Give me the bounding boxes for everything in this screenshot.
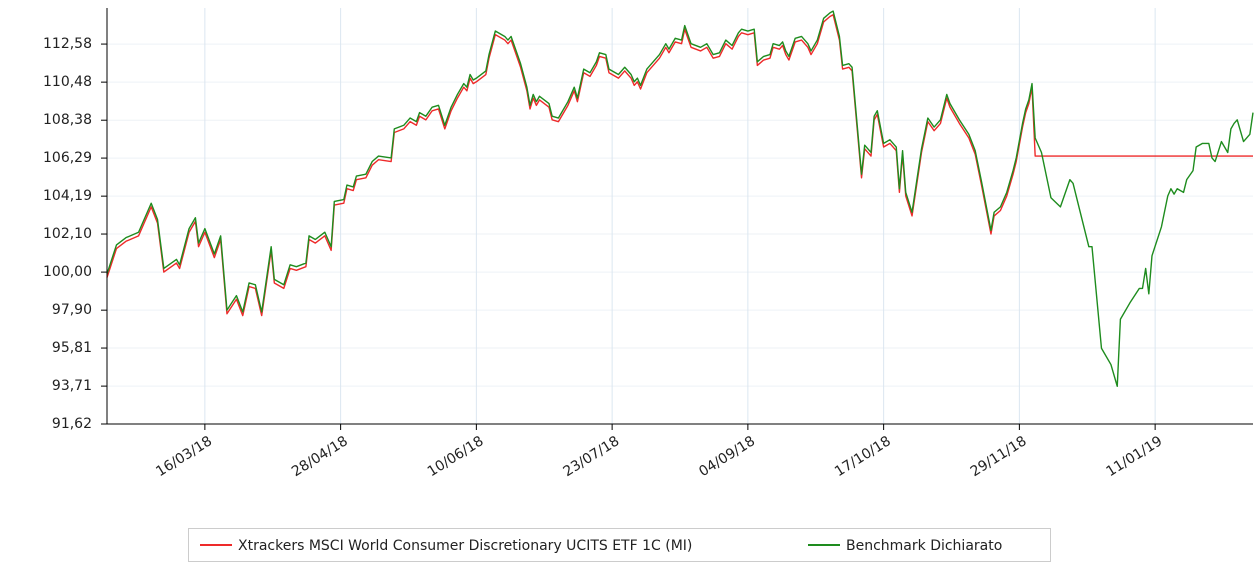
data-line: [106, 10, 1254, 387]
y-tick-label: 97,90: [52, 302, 92, 318]
axis-labels: 91,62 93,71 95,81 97,90 100,00 102,10 104,19 10…: [43, 36, 1165, 480]
x-tick-label: 10/06/18: [425, 433, 487, 480]
x-tick-label: 28/04/18: [289, 433, 351, 480]
x-tick-label: 29/11/18: [968, 433, 1030, 480]
y-tick-label: 108,38: [43, 112, 92, 128]
y-tick-label: 93,71: [52, 378, 92, 394]
y-tick-label: 95,81: [52, 340, 92, 356]
y-tick-label: 106,29: [43, 150, 92, 166]
y-tick-label: 91,62: [52, 416, 92, 432]
x-tick-label: 16/03/18: [153, 433, 215, 480]
y-tick-label: 102,10: [43, 226, 92, 242]
plot-area: [106, 10, 1254, 387]
legend-box: [188, 528, 1051, 562]
x-tick-label: 17/10/18: [832, 433, 894, 480]
x-tick-label: 04/09/18: [696, 433, 758, 480]
grid: [107, 8, 1253, 425]
y-tick-label: 100,00: [43, 264, 92, 280]
legend-label: Benchmark Dichiarato: [846, 538, 1002, 554]
data-line: [106, 14, 1253, 317]
y-tick-label: 112,58: [43, 36, 92, 52]
legend: Xtrackers MSCI World Consumer Discretion…: [188, 528, 1051, 562]
x-tick-label: 23/07/18: [561, 433, 623, 480]
y-tick-label: 110,48: [43, 74, 92, 90]
y-tick-label: 104,19: [43, 188, 92, 204]
legend-label: Xtrackers MSCI World Consumer Discretion…: [238, 538, 692, 554]
x-tick-label: 11/01/19: [1104, 433, 1166, 480]
